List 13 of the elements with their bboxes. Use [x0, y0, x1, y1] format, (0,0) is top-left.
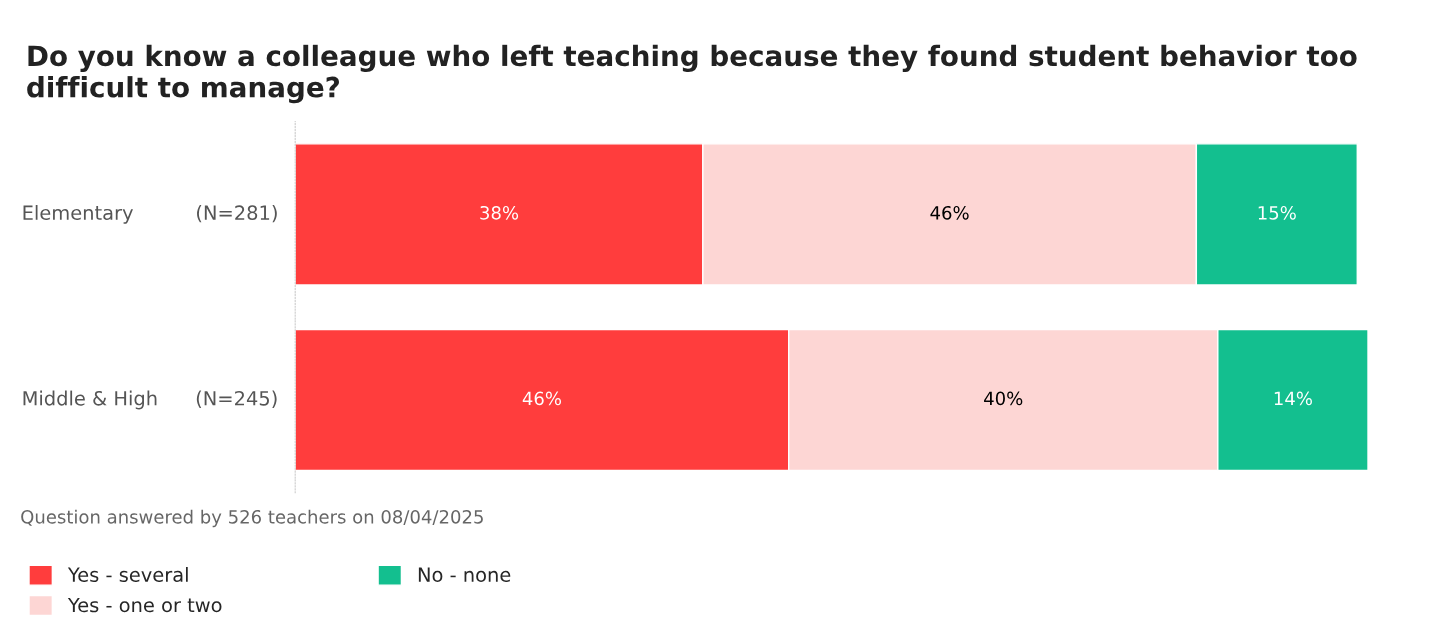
data-label: 46%: [930, 205, 969, 220]
legend-label: Yes - several: [67, 566, 188, 583]
y-tick-label: Elementary (N=281): [23, 204, 277, 224]
legend-label: Yes - one or two: [67, 597, 222, 613]
legend-label: No - none: [418, 567, 511, 583]
y-tick-label: Middle & High (N=245): [23, 390, 277, 410]
data-label: 14%: [1274, 391, 1312, 406]
data-label: 46%: [522, 391, 562, 406]
data-label: 15%: [1258, 205, 1296, 220]
text: Question answered by 526 teachers on 08/04/2025: [21, 509, 483, 528]
data-label: 40%: [984, 391, 1023, 406]
chart-title: Do you know a colleague who left teaching because they found student behavior too difficult to manage?: [27, 44, 1357, 104]
data-label: 38%: [480, 205, 519, 220]
